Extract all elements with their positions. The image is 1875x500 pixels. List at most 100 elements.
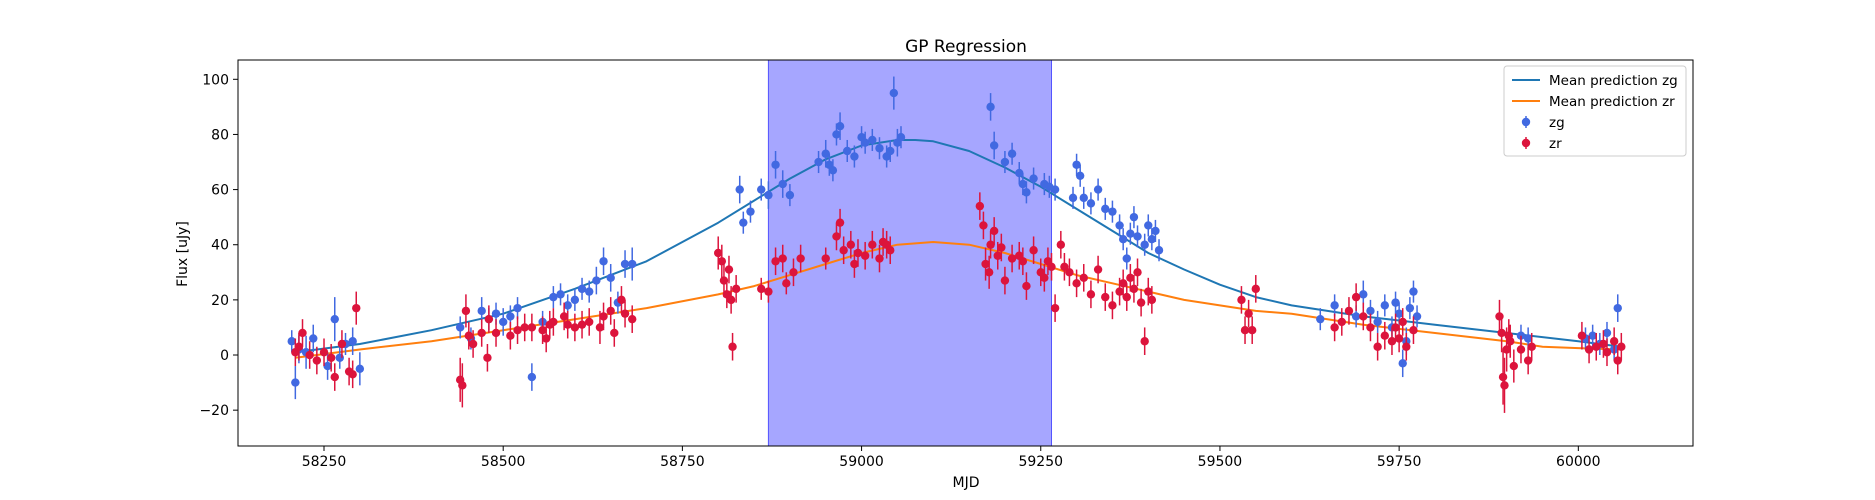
zr-marker xyxy=(1122,292,1131,302)
zr-marker xyxy=(1500,381,1509,390)
zg-marker xyxy=(1140,240,1149,249)
zr-point xyxy=(1380,321,1389,350)
zg-point xyxy=(355,352,365,386)
zr-point xyxy=(464,321,473,350)
zr-point xyxy=(714,236,723,270)
zg-marker xyxy=(592,276,601,285)
zr-point xyxy=(724,255,734,284)
zg-marker xyxy=(498,317,508,327)
zg-marker xyxy=(585,287,594,296)
zr-marker xyxy=(312,356,322,365)
zg-point xyxy=(599,247,608,276)
zr-marker xyxy=(984,268,994,277)
zg-point xyxy=(1412,305,1422,328)
zg-point xyxy=(1129,206,1139,229)
zr-marker xyxy=(846,240,856,249)
shaded-region xyxy=(767,59,1053,447)
zr-marker xyxy=(1337,317,1346,327)
zr-marker xyxy=(483,353,492,362)
zr-point xyxy=(312,346,322,375)
zg-marker xyxy=(1050,185,1060,194)
zr-marker xyxy=(832,232,841,241)
zr-point xyxy=(1527,332,1536,361)
zr-point xyxy=(563,310,572,339)
zr-marker xyxy=(989,226,999,236)
zg-point xyxy=(785,184,795,207)
zr-marker xyxy=(491,328,501,338)
zr-point xyxy=(1136,288,1146,317)
y-tick-label: 60 xyxy=(211,183,229,199)
zr-marker xyxy=(1018,257,1028,266)
zr-marker xyxy=(1497,328,1506,338)
zg-marker xyxy=(735,185,744,194)
zg-point xyxy=(896,126,906,149)
zr-marker xyxy=(1244,309,1253,318)
zg-marker xyxy=(889,88,899,98)
zr-point xyxy=(1584,335,1594,364)
zg-point xyxy=(989,131,999,160)
zr-point xyxy=(1617,332,1626,361)
zr-point xyxy=(1351,283,1361,311)
zr-point xyxy=(468,330,478,358)
zr-point xyxy=(986,230,995,259)
zr-point xyxy=(1337,308,1346,336)
zr-point xyxy=(1129,275,1139,303)
zr-marker xyxy=(599,312,608,321)
zr-marker xyxy=(527,323,537,332)
zg-point xyxy=(577,277,587,300)
zg-marker xyxy=(1029,174,1038,183)
zr-marker xyxy=(1527,342,1536,351)
zr-marker xyxy=(1391,323,1400,332)
zr-marker xyxy=(886,246,895,255)
zg-point xyxy=(889,76,899,110)
zg-point xyxy=(606,264,615,292)
zr-marker xyxy=(1072,279,1081,288)
zg-point xyxy=(1022,181,1031,204)
zr-marker xyxy=(520,323,529,332)
zr-marker xyxy=(1592,342,1601,351)
zg-marker xyxy=(1351,312,1361,321)
x-tick-label: 58750 xyxy=(660,454,705,470)
zr-point xyxy=(1118,269,1128,298)
zr-point xyxy=(1079,264,1088,292)
zg-marker xyxy=(1154,246,1164,255)
zr-point xyxy=(455,357,465,402)
legend: Mean prediction zg Mean prediction zr zg zr xyxy=(1503,65,1687,157)
zg-point xyxy=(1151,219,1160,242)
zr-point xyxy=(585,308,594,336)
zr-point xyxy=(461,294,471,328)
zg-marker xyxy=(1380,301,1389,310)
plot-area xyxy=(287,59,1626,447)
zg-marker xyxy=(1366,306,1375,316)
zg-point xyxy=(764,181,773,209)
zr-point xyxy=(979,211,988,240)
zr-marker xyxy=(337,339,347,349)
zr-marker xyxy=(477,328,486,338)
zr-point xyxy=(1506,324,1515,358)
zr-marker xyxy=(1251,284,1260,294)
zr-point xyxy=(1495,299,1504,333)
zg-point xyxy=(1391,291,1400,314)
zr-point xyxy=(1029,236,1038,265)
zr-marker xyxy=(1136,298,1146,307)
zg-marker xyxy=(1079,193,1088,203)
zg-point xyxy=(1330,294,1339,317)
zr-marker xyxy=(1516,345,1526,354)
zr-point xyxy=(886,236,895,265)
zr-marker xyxy=(1065,268,1074,277)
zr-marker xyxy=(305,350,314,360)
zr-marker xyxy=(981,259,990,269)
zg-point xyxy=(1068,186,1078,209)
zr-marker xyxy=(1101,292,1110,302)
legend-label: Mean prediction zg xyxy=(1549,73,1678,89)
zg-point xyxy=(549,286,558,309)
zr-marker xyxy=(628,314,637,324)
x-axis-label: MJD xyxy=(953,475,980,491)
zr-point xyxy=(1101,283,1110,311)
zr-marker xyxy=(1133,268,1142,277)
zr-point xyxy=(984,255,994,289)
zg-marker xyxy=(986,102,995,112)
zr-point xyxy=(778,244,787,273)
zg-marker xyxy=(1405,303,1415,313)
zr-marker xyxy=(585,317,594,327)
